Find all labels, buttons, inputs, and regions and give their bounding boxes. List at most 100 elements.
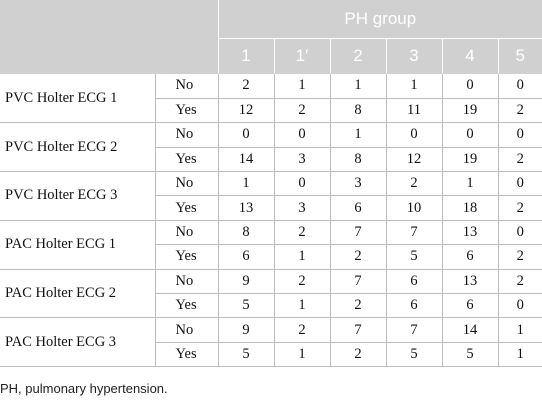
count-cell: 6 [441, 293, 498, 319]
count-cell: 6 [385, 269, 442, 295]
measure-label: PVC Holter ECG 3 [0, 171, 155, 221]
count-cell: 6 [329, 195, 386, 221]
count-cell: 2 [273, 269, 330, 295]
count-cell: 19 [441, 147, 498, 173]
count-cell: 1 [385, 74, 442, 99]
count-cell: 1 [273, 342, 330, 368]
count-cell: 13 [441, 269, 498, 295]
group-header-5: 5 [497, 38, 542, 74]
table-row: Yes 13 3 6 10 18 2 [0, 195, 542, 221]
count-cell: 1 [273, 74, 330, 99]
count-cell: 5 [385, 244, 442, 270]
table-footnote: PH, pulmonary hypertension. [0, 381, 168, 396]
measure-label: PVC Holter ECG 1 [0, 74, 155, 124]
measure-label: PAC Holter ECG 2 [0, 269, 155, 319]
count-cell: 8 [329, 147, 386, 173]
count-cell: 5 [385, 342, 442, 368]
measure-label: PAC Holter ECG 3 [0, 317, 155, 368]
count-cell: 1 [441, 171, 498, 197]
no-label: No [154, 171, 218, 197]
count-cell: 0 [497, 293, 542, 319]
table-row: Yes 5 1 2 5 5 1 [0, 342, 542, 368]
no-label: No [154, 317, 218, 343]
count-cell: 2 [497, 244, 542, 270]
count-cell: 1 [329, 122, 386, 148]
count-cell: 0 [441, 74, 498, 99]
table-row: PVC Holter ECG 2 No 0 0 1 0 0 0 [0, 122, 542, 173]
count-cell: 3 [273, 195, 330, 221]
measure-label: PAC Holter ECG 1 [0, 220, 155, 270]
count-cell: 19 [441, 98, 498, 124]
table-body: PVC Holter ECG 1 No 2 1 1 1 0 0 Yes 12 2 8 11 19 2 PVC … [0, 74, 542, 368]
count-cell: 6 [385, 293, 442, 319]
count-cell: 6 [217, 244, 274, 270]
count-cell: 11 [385, 98, 442, 124]
count-cell: 8 [329, 98, 386, 124]
count-cell: 13 [217, 195, 274, 221]
count-cell: 2 [385, 171, 442, 197]
count-cell: 18 [441, 195, 498, 221]
count-cell: 1 [497, 342, 542, 368]
table-row: PAC Holter ECG 3 No 9 2 7 7 14 1 [0, 317, 542, 368]
count-cell: 2 [329, 244, 386, 270]
count-cell: 0 [497, 171, 542, 197]
table-row: Yes 5 1 2 6 6 0 [0, 293, 542, 319]
table-row: Yes 6 1 2 5 6 2 [0, 244, 542, 270]
count-cell: 1 [329, 74, 386, 99]
count-cell: 0 [497, 74, 542, 99]
count-cell: 2 [497, 147, 542, 173]
count-cell: 0 [217, 122, 274, 148]
no-label: No [154, 122, 218, 148]
table-row: PVC Holter ECG 3 No 1 0 3 2 1 0 [0, 171, 542, 221]
group-header-1: 1 [217, 38, 274, 74]
ph-group-table: PH group 1 1′ 2 3 4 5 PVC Holter ECG 1 No… [0, 0, 542, 368]
count-cell: 2 [497, 269, 542, 295]
count-cell: 12 [217, 98, 274, 124]
count-cell: 2 [329, 293, 386, 319]
group-header-4: 4 [441, 38, 498, 74]
count-cell: 2 [273, 98, 330, 124]
measure-label: PVC Holter ECG 2 [0, 122, 155, 173]
yes-label: Yes [154, 293, 218, 319]
header-row-groups: 1 1′ 2 3 4 5 [0, 38, 542, 74]
count-cell: 7 [385, 317, 442, 343]
count-cell: 2 [217, 74, 274, 99]
yes-label: Yes [154, 147, 218, 173]
count-cell: 5 [441, 342, 498, 368]
yes-label: Yes [154, 195, 218, 221]
yes-label: Yes [154, 98, 218, 124]
count-cell: 1 [273, 293, 330, 319]
count-cell: 13 [441, 220, 498, 246]
table-row: PAC Holter ECG 1 No 8 2 7 7 13 0 [0, 220, 542, 270]
count-cell: 3 [329, 171, 386, 197]
group-header-3: 3 [385, 38, 442, 74]
count-cell: 6 [441, 244, 498, 270]
count-cell: 0 [441, 122, 498, 148]
count-cell: 0 [273, 122, 330, 148]
count-cell: 1 [273, 244, 330, 270]
count-cell: 5 [217, 293, 274, 319]
table-row: Yes 12 2 8 11 19 2 [0, 98, 542, 124]
count-cell: 12 [385, 147, 442, 173]
count-cell: 9 [217, 269, 274, 295]
table-row: PAC Holter ECG 2 No 9 2 7 6 13 2 [0, 269, 542, 319]
group-header-1-prime: 1′ [273, 38, 330, 74]
count-cell: 1 [217, 171, 274, 197]
no-label: No [154, 269, 218, 295]
no-label: No [154, 74, 218, 99]
count-cell: 0 [497, 122, 542, 148]
count-cell: 7 [329, 269, 386, 295]
header-corner-cell [0, 0, 219, 74]
count-cell: 9 [217, 317, 274, 343]
count-cell: 7 [329, 220, 386, 246]
count-cell: 14 [441, 317, 498, 343]
table-row: PVC Holter ECG 1 No 2 1 1 1 0 0 [0, 74, 542, 124]
yes-label: Yes [154, 244, 218, 270]
yes-label: Yes [154, 342, 218, 368]
count-cell: 8 [217, 220, 274, 246]
count-cell: 7 [385, 220, 442, 246]
count-cell: 3 [273, 147, 330, 173]
count-cell: 0 [273, 171, 330, 197]
count-cell: 7 [329, 317, 386, 343]
no-label: No [154, 220, 218, 246]
